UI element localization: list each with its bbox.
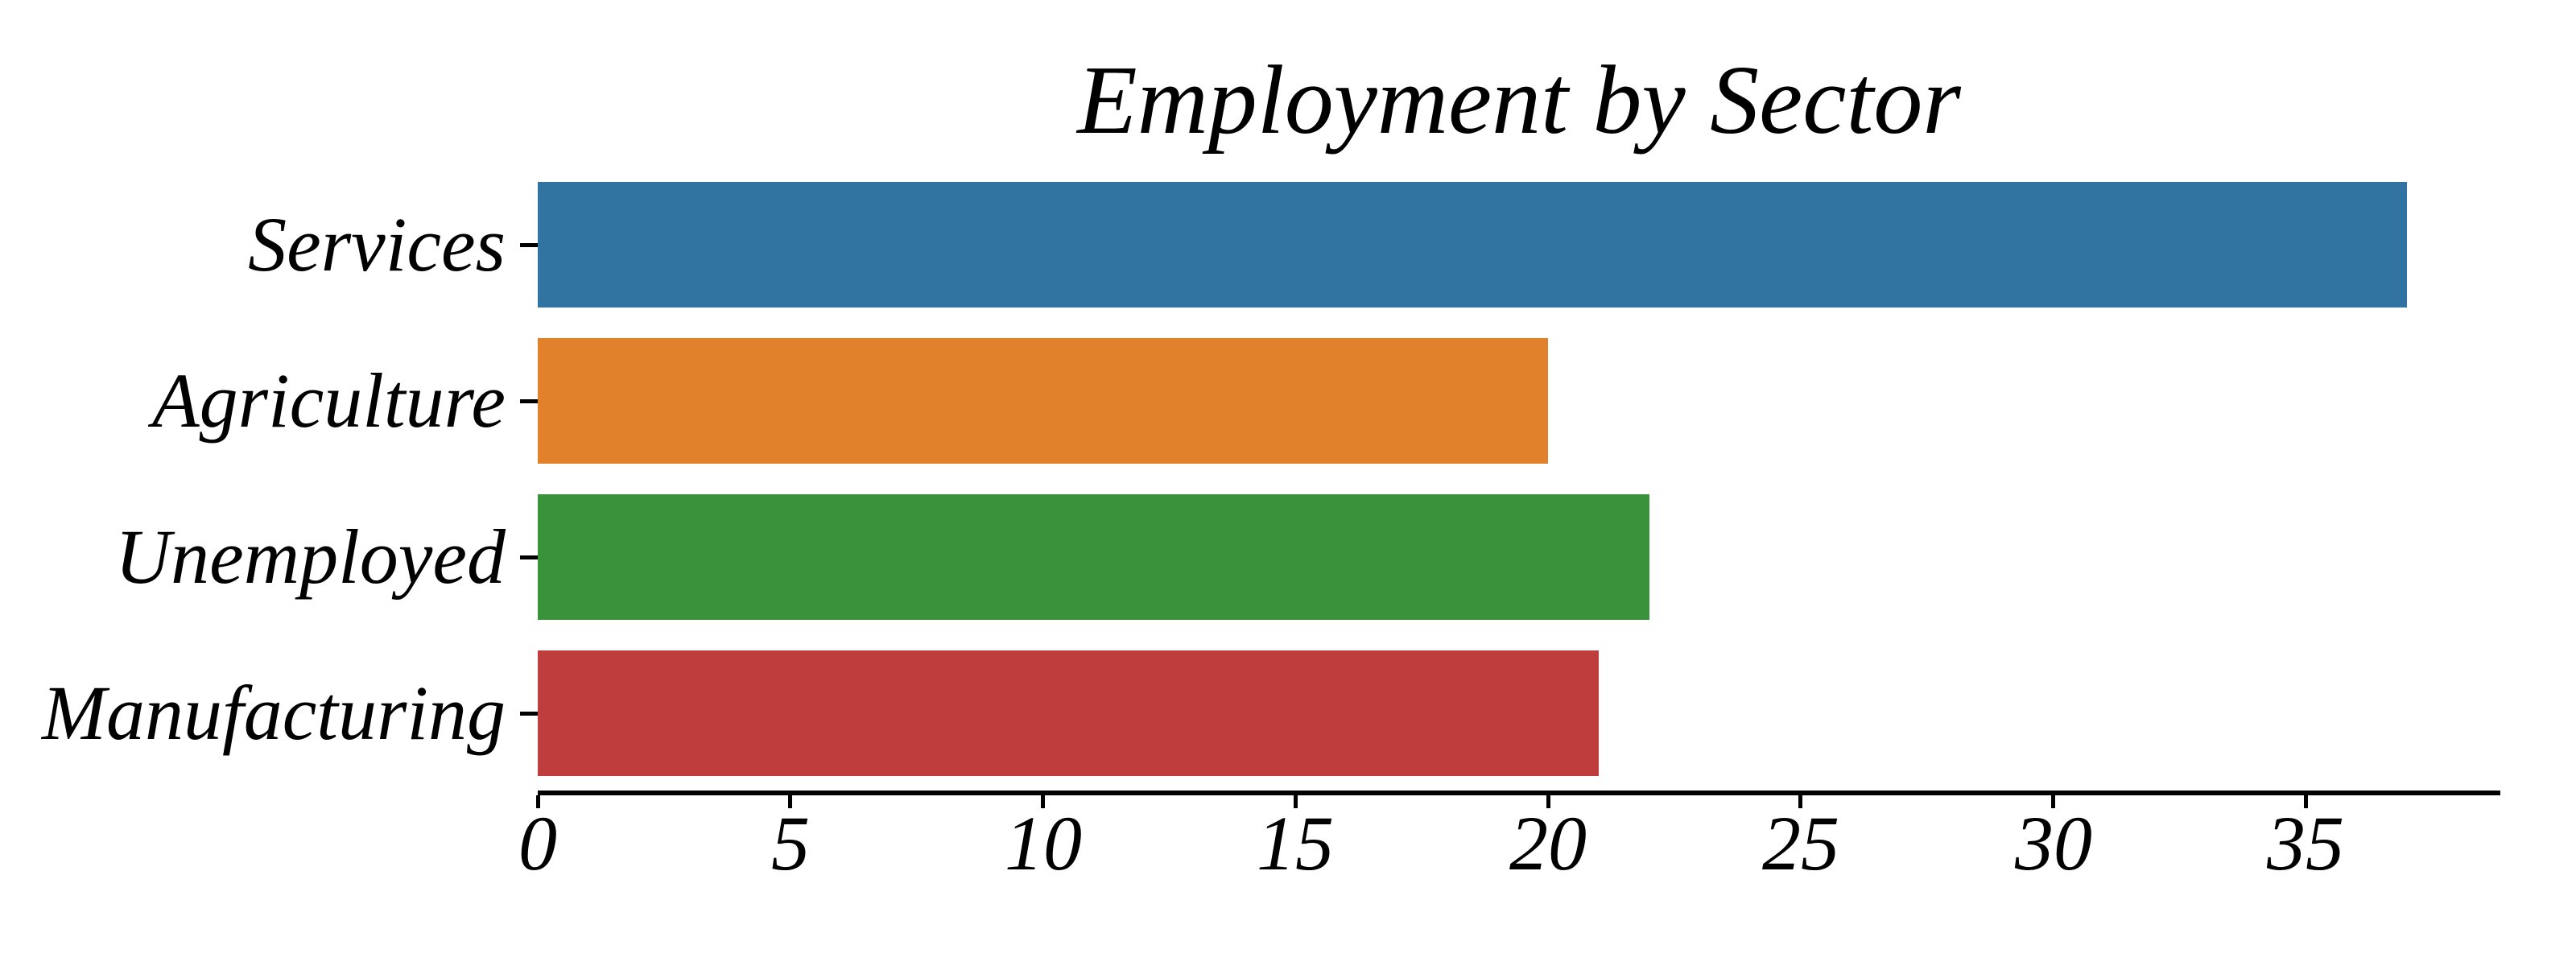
x-tick [788, 795, 792, 808]
bar-agriculture [538, 338, 1548, 464]
y-tick [520, 555, 538, 559]
y-tick [520, 712, 538, 716]
bar-manufacturing [538, 650, 1599, 776]
y-tick-label: Manufacturing [42, 670, 506, 756]
x-tick-label: 35 [2267, 800, 2344, 886]
x-tick [1294, 795, 1298, 808]
x-tick-label: 30 [2015, 800, 2092, 886]
bar-services [538, 182, 2407, 308]
x-tick [1041, 795, 1045, 808]
x-tick-label: 10 [1005, 800, 1082, 886]
bar-unemployed [538, 494, 1649, 620]
chart-title: Employment by Sector [1077, 46, 1961, 155]
x-tick [1546, 795, 1550, 808]
x-tick-label: 20 [1509, 800, 1587, 886]
x-tick [2304, 795, 2308, 808]
x-tick [1798, 795, 1802, 808]
x-tick-label: 0 [518, 800, 557, 886]
y-tick-label: Unemployed [114, 514, 506, 600]
y-tick-label: Services [248, 201, 506, 287]
y-tick-label: Agriculture [151, 357, 506, 444]
y-tick [520, 243, 538, 247]
x-tick-label: 5 [771, 800, 810, 886]
x-tick-label: 15 [1257, 800, 1334, 886]
x-axis-line [538, 791, 2500, 795]
x-tick [2051, 795, 2055, 808]
x-tick-label: 25 [1762, 800, 1839, 886]
y-tick [520, 399, 538, 403]
x-tick [536, 795, 540, 808]
